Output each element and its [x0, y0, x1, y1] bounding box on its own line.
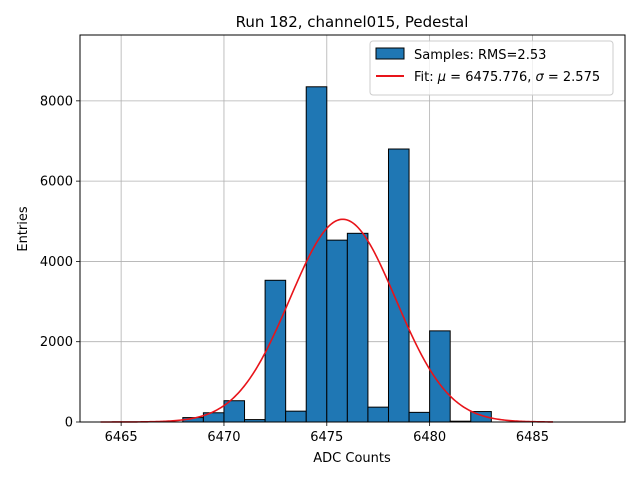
plot-area-frame: [79, 34, 626, 423]
y-tick-label: 4000: [40, 255, 73, 270]
legend-histogram-label: Samples: RMS=2.53: [414, 48, 546, 63]
y-tick-label: 0: [65, 416, 73, 431]
legend-histogram-swatch: [375, 47, 405, 60]
axis-ticks: 6465 6470 6475 6480 6485 0 2000 4000 6000 8000: [40, 94, 549, 445]
histogram-bar: [346, 232, 369, 423]
histogram-bar: [264, 279, 287, 423]
histogram-bar: [408, 411, 431, 423]
x-tick-label: 6475: [310, 430, 343, 445]
legend-fit-mu-symbol: μ: [437, 70, 446, 85]
x-tick-label: 6485: [516, 430, 549, 445]
legend-fit-mu-value: = 6475.776,: [446, 70, 535, 85]
y-tick-label: 2000: [40, 335, 73, 350]
legend-fit-sigma-symbol: σ: [536, 70, 545, 85]
fit-curve: [100, 218, 554, 423]
histogram-bar: [285, 410, 307, 423]
legend: Samples: RMS=2.53 Fit: μ = 6475.776, σ =…: [369, 40, 614, 96]
histogram-bar: [387, 148, 410, 423]
y-tick-label: 8000: [40, 94, 73, 109]
histogram-bar: [429, 330, 451, 423]
x-axis-label: ADC Counts: [313, 451, 391, 466]
y-tick-label: 6000: [40, 175, 73, 190]
legend-fit-label: Fit: μ = 6475.776, σ = 2.575: [414, 70, 600, 85]
legend-fit-sigma-value: = 2.575: [544, 70, 600, 85]
histogram-bar: [326, 239, 348, 423]
legend-fit-prefix: Fit:: [414, 70, 438, 85]
x-tick-label: 6465: [105, 430, 138, 445]
x-tick-label: 6480: [413, 430, 446, 445]
legend-box: [369, 40, 614, 96]
histogram-bar: [367, 406, 389, 423]
chart-title: Run 182, channel015, Pedestal: [236, 13, 469, 31]
fit-curve-layer: [100, 218, 554, 423]
y-axis-label: Entries: [16, 206, 31, 252]
x-tick-label: 6470: [207, 430, 240, 445]
